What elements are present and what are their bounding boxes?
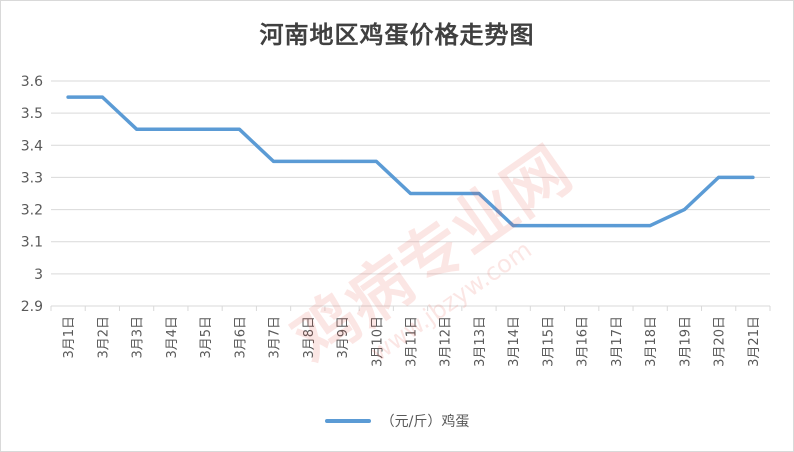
x-tick-label: 3月17日 — [610, 316, 625, 367]
data-point — [135, 127, 139, 131]
data-point — [717, 175, 721, 179]
y-tick-label: 3.2 — [21, 203, 43, 219]
data-point — [66, 95, 70, 99]
x-tick-label: 3月3日 — [131, 316, 146, 359]
data-point — [545, 224, 549, 228]
x-tick-label: 3月21日 — [747, 316, 762, 367]
data-point — [682, 208, 686, 212]
data-point — [477, 192, 481, 195]
x-tick-label: 3月10日 — [370, 316, 385, 367]
x-tick-label: 3月11日 — [405, 316, 420, 367]
legend-label: （元/斤）鸡蛋 — [380, 414, 470, 430]
data-point — [409, 192, 412, 195]
y-tick-label: 2.9 — [21, 299, 43, 315]
x-tick-label: 3月19日 — [678, 316, 693, 367]
y-tick-label: 3.3 — [21, 170, 43, 186]
y-tick-label: 3.6 — [21, 74, 43, 90]
legend: （元/斤）鸡蛋 — [1, 411, 793, 431]
series-line — [66, 95, 755, 228]
data-point — [374, 159, 378, 163]
x-tick-label: 3月16日 — [576, 316, 591, 367]
x-tick-label: 3月13日 — [473, 316, 488, 367]
x-tick-label: 3月8日 — [302, 316, 317, 359]
data-point — [272, 159, 276, 163]
data-point — [614, 224, 618, 228]
data-point — [511, 224, 515, 228]
y-tick-label: 3.5 — [21, 106, 43, 122]
x-tick-label: 3月20日 — [713, 316, 728, 367]
x-tick-label: 3月1日 — [62, 316, 77, 359]
x-tick-label: 3月4日 — [165, 316, 180, 359]
x-tick-label: 3月15日 — [541, 316, 556, 367]
data-point — [100, 95, 104, 99]
x-tick-label: 3月12日 — [439, 316, 454, 367]
data-point — [306, 159, 310, 163]
data-point — [443, 192, 447, 195]
data-point — [751, 175, 755, 179]
x-tick-label: 3月14日 — [507, 316, 522, 367]
x-tick-label: 3月7日 — [268, 316, 283, 359]
x-tick-label: 3月6日 — [233, 316, 248, 359]
y-tick-label: 3 — [34, 267, 43, 283]
legend-swatch — [324, 419, 371, 423]
chart-title: 河南地区鸡蛋价格走势图 — [259, 20, 535, 49]
x-tick-label: 3月18日 — [644, 316, 659, 367]
data-point — [648, 224, 652, 228]
data-point — [237, 127, 241, 131]
data-point — [580, 224, 584, 228]
x-tick-label: 3月2日 — [96, 316, 111, 359]
data-point — [169, 127, 173, 131]
data-point — [340, 159, 344, 163]
x-tick-label: 3月9日 — [336, 316, 351, 359]
y-tick-label: 3.1 — [21, 235, 43, 251]
x-tick-label: 3月5日 — [199, 316, 214, 359]
y-tick-label: 3.4 — [21, 138, 43, 154]
data-point — [203, 127, 207, 131]
